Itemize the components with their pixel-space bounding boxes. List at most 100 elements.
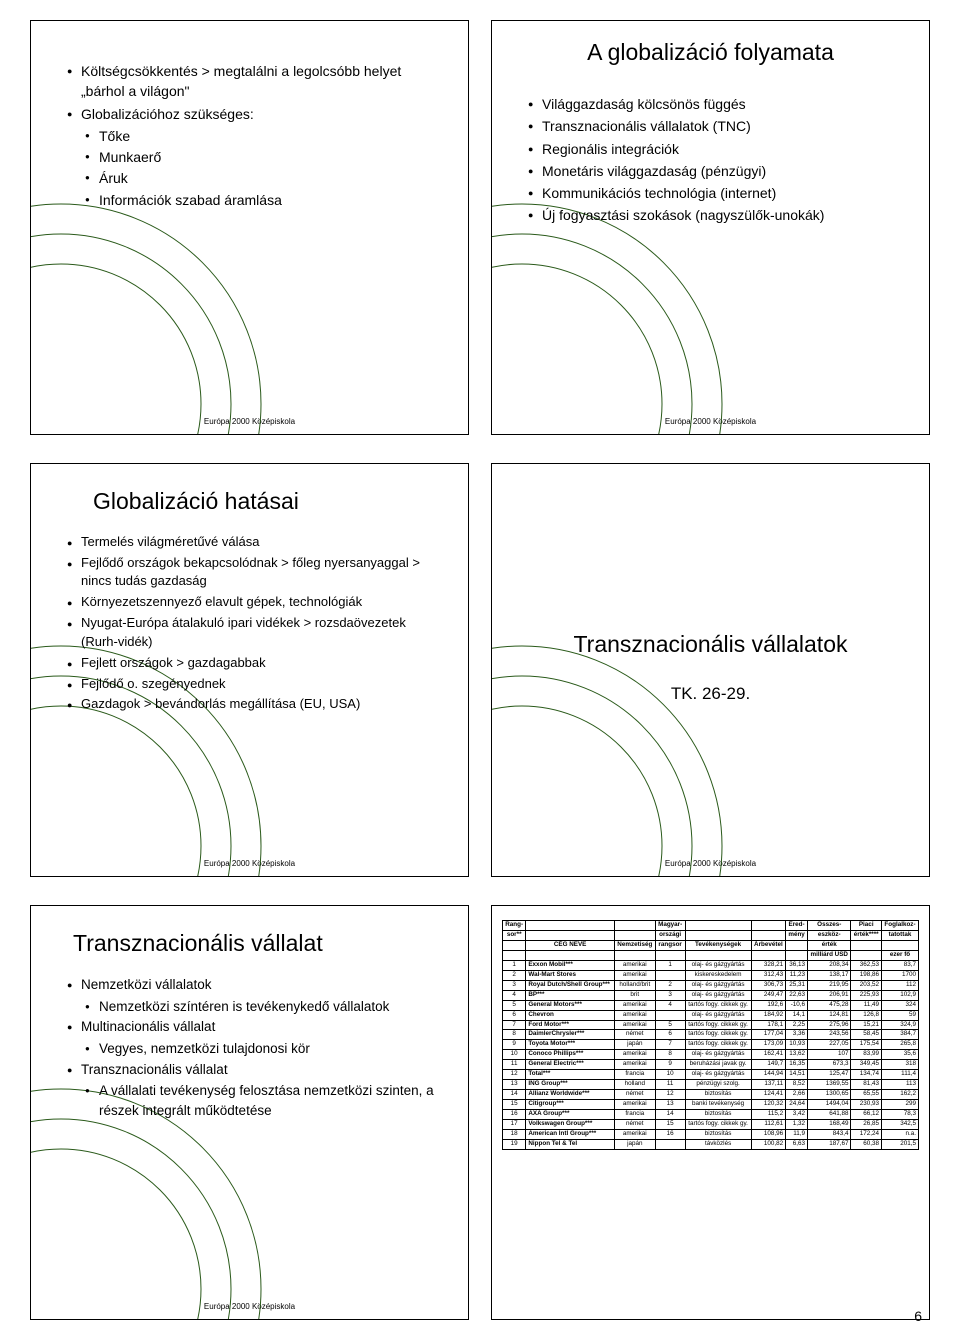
table-cell: 134,74 <box>851 1070 882 1080</box>
table-cell: 11,49 <box>851 1000 882 1010</box>
table-cell: banki tevékenység <box>685 1099 751 1109</box>
table-cell: japán <box>614 1139 655 1149</box>
table-cell: amerikai <box>614 1129 655 1139</box>
bullet: Globalizációhoz szükséges: <box>67 104 446 124</box>
table-cell: 36,13 <box>786 961 808 971</box>
table-body: 1Exxon Mobil***amerikai1olaj- és gázgyár… <box>503 961 919 1150</box>
slide-footer: Európa 2000 Középiskola <box>53 411 446 426</box>
table-header-cell <box>614 921 655 931</box>
table-cell: amerikai <box>614 970 655 980</box>
table-cell: 178,1 <box>751 1020 785 1030</box>
sub-bullet: A vállalati tevékenység felosztása nemze… <box>85 1081 446 1120</box>
table-cell: olaj- és gázgyártás <box>685 1050 751 1060</box>
table-header-cell <box>751 921 785 931</box>
table-header-cell: eszköz- <box>808 931 851 941</box>
table-cell: Total*** <box>526 1070 614 1080</box>
table-cell: tartós fogy. cikkek gy. <box>685 1000 751 1010</box>
slide5-bullets: Nemzetközi vállalatok Nemzetközi színtér… <box>67 975 446 1296</box>
table-header-cell: mény <box>786 931 808 941</box>
table-cell: 243,56 <box>808 1030 851 1040</box>
table-header-cell <box>526 921 614 931</box>
table-cell: 3,42 <box>786 1109 808 1119</box>
table-cell: 173,09 <box>751 1040 785 1050</box>
table-cell: 306,73 <box>751 980 785 990</box>
table-cell: holland <box>614 1080 655 1090</box>
slide-2: A globalizáció folyamata Világgazdaság k… <box>491 20 930 435</box>
table-cell: 100,82 <box>751 1139 785 1149</box>
table-row: 18American Intl Group***amerikai16biztos… <box>503 1129 919 1139</box>
table-cell: 168,49 <box>808 1119 851 1129</box>
sub-bullet: Munkaerő <box>85 147 446 167</box>
slide1-bullets: Költségcsökkentés > megtalálni a legolcs… <box>67 61 446 411</box>
table-cell: 192,6 <box>751 1000 785 1010</box>
table-cell: 225,93 <box>851 990 882 1000</box>
slide-footer: Európa 2000 Középiskola <box>53 1296 446 1311</box>
bullet: Világgazdaság kölcsönös függés <box>528 94 907 114</box>
table-cell: 11,23 <box>786 970 808 980</box>
table-header-cell: érték**** <box>851 931 882 941</box>
table-cell: 203,52 <box>851 980 882 990</box>
table-cell: 14,51 <box>786 1070 808 1080</box>
bullet: Transznacionális vállalat <box>67 1060 446 1080</box>
table-row: 4BP***brit3olaj- és gázgyártás249,4722,6… <box>503 990 919 1000</box>
bullet: Multinacionális vállalat <box>67 1017 446 1037</box>
table-cell: 16,35 <box>786 1060 808 1070</box>
table-cell: 16 <box>503 1109 526 1119</box>
table-row: 19Nippon Tel & Teljapántávközlés100,826,… <box>503 1139 919 1149</box>
table-cell: 318 <box>881 1060 918 1070</box>
table-cell: 83,99 <box>851 1050 882 1060</box>
table-header-cell: tatottak <box>881 931 918 941</box>
table-cell: 328,21 <box>751 961 785 971</box>
table-cell: 1494,04 <box>808 1099 851 1109</box>
table-cell: 187,67 <box>808 1139 851 1149</box>
table-cell: 137,11 <box>751 1080 785 1090</box>
table-cell: 120,32 <box>751 1099 785 1109</box>
slide-6-table: Rang-Magyar-Ered-Összes-PiaciFoglalkoz- … <box>491 905 930 1320</box>
table-cell: német <box>614 1090 655 1100</box>
table-header-cell <box>881 941 918 951</box>
table-cell: 198,86 <box>851 970 882 980</box>
table-cell: 138,17 <box>808 970 851 980</box>
company-table: Rang-Magyar-Ered-Összes-PiaciFoglalkoz- … <box>502 920 919 1149</box>
table-cell: tartós fogy. cikkek gy. <box>685 1040 751 1050</box>
table-cell: 249,47 <box>751 990 785 1000</box>
table-cell: 230,93 <box>851 1099 882 1109</box>
table-cell: 144,94 <box>751 1070 785 1080</box>
table-row: 12Total***francia10olaj- és gázgyártás14… <box>503 1070 919 1080</box>
table-cell: 8 <box>503 1030 526 1040</box>
table-cell: 227,05 <box>808 1040 851 1050</box>
table-cell: American Intl Group*** <box>526 1129 614 1139</box>
table-cell: 349,45 <box>851 1060 882 1070</box>
slide2-title: A globalizáció folyamata <box>514 39 907 66</box>
table-cell: 162,2 <box>881 1090 918 1100</box>
table-header-cell <box>786 941 808 951</box>
table-cell: távközlés <box>685 1139 751 1149</box>
table-row: 8DaimlerChrysler***német6tartós fogy. ci… <box>503 1030 919 1040</box>
slide3-title: Globalizáció hatásai <box>93 488 446 515</box>
table-header-cell: Tevékenységek <box>685 941 751 951</box>
table-header-cell <box>655 951 685 961</box>
table-header-cell: érték <box>808 941 851 951</box>
slide-footer: Európa 2000 Középiskola <box>514 853 907 868</box>
table-cell: 65,55 <box>851 1090 882 1100</box>
table-cell: 1,32 <box>786 1119 808 1129</box>
table-header-cell <box>685 921 751 931</box>
bullet: Regionális integrációk <box>528 139 907 159</box>
table-row: 5General Motors***amerikai4tartós fogy. … <box>503 1000 919 1010</box>
table-cell: 5 <box>503 1000 526 1010</box>
table-cell: n.a. <box>881 1129 918 1139</box>
table-cell: 312,43 <box>751 970 785 980</box>
table-cell: 102,9 <box>881 990 918 1000</box>
table-cell: 7 <box>503 1020 526 1030</box>
table-cell: 124,41 <box>751 1090 785 1100</box>
bullet: Fejlett országok > gazdagabbak <box>67 654 446 673</box>
table-cell: 1369,55 <box>808 1080 851 1090</box>
table-cell: 162,41 <box>751 1050 785 1060</box>
table-cell: 13 <box>503 1080 526 1090</box>
table-cell: 14 <box>503 1090 526 1100</box>
table-cell: 10,93 <box>786 1040 808 1050</box>
table-cell: 4 <box>655 1000 685 1010</box>
table-cell: Toyota Motor*** <box>526 1040 614 1050</box>
table-cell: olaj- és gázgyártás <box>685 980 751 990</box>
table-cell: amerikai <box>614 1099 655 1109</box>
